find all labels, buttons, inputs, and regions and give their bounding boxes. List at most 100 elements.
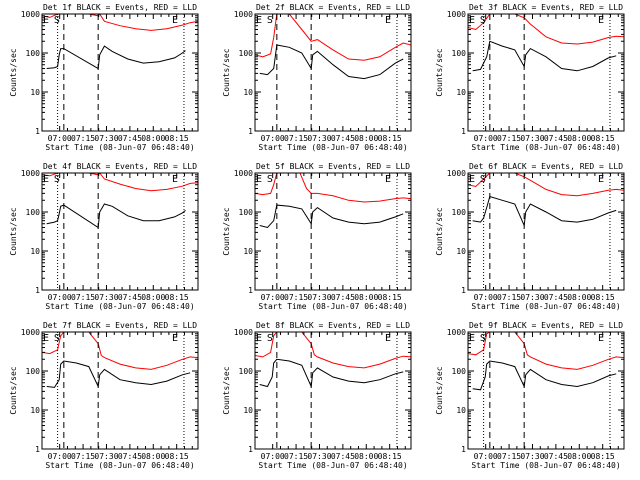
marker-label-end: E	[385, 333, 391, 344]
x-tick-label: 08:15	[591, 293, 615, 302]
panel-title: Det 2f BLACK = Events, RED = LLD	[256, 3, 410, 12]
y-tick-label: 10	[30, 406, 40, 415]
y-axis-title: Counts/sec	[222, 207, 231, 255]
panel-title: Det 4f BLACK = Events, RED = LLD	[43, 162, 197, 171]
x-tick-label: 07:30	[307, 293, 331, 302]
series-group	[42, 332, 198, 389]
panel-title: Det 6f BLACK = Events, RED = LLD	[469, 162, 623, 171]
x-axis-title: Start Time (08-Jun-07 06:48:40)	[471, 302, 620, 311]
series-line-lld	[42, 14, 198, 31]
marker-label-end: E	[172, 174, 178, 185]
y-tick-label: 1000	[234, 328, 253, 337]
x-axis-title: Start Time (08-Jun-07 06:48:40)	[45, 143, 194, 152]
x-tick-label: 07:00	[48, 134, 72, 143]
x-tick-label: 08:15	[378, 452, 402, 461]
x-tick-label: 07:00	[48, 452, 72, 461]
x-tick-label: 08:00	[141, 452, 165, 461]
marker-label-start: S	[480, 333, 486, 344]
series-line-events	[472, 195, 617, 228]
x-tick-label: 07:30	[94, 452, 118, 461]
y-axis-title: Counts/sec	[435, 366, 444, 414]
y-tick-label: 1000	[234, 10, 253, 19]
marker-label-start: S	[54, 174, 60, 185]
series-line-events	[472, 40, 617, 72]
y-tick-label: 100	[239, 208, 254, 217]
y-tick-label: 10	[243, 247, 253, 256]
marker-label-start: S	[54, 333, 60, 344]
x-tick-label: 08:15	[165, 293, 189, 302]
x-tick-label: 08:00	[567, 293, 591, 302]
x-tick-label: 07:45	[544, 293, 568, 302]
y-tick-label: 1000	[234, 169, 253, 178]
y-tick-label: 1	[35, 127, 40, 136]
x-tick-label: 08:00	[354, 293, 378, 302]
marker-label-start: S	[267, 174, 273, 185]
x-tick-label: 07:45	[118, 293, 142, 302]
y-tick-label: 1000	[21, 169, 40, 178]
y-tick-label: 10	[30, 88, 40, 97]
series-group	[255, 14, 411, 80]
y-axis-title: Counts/sec	[435, 48, 444, 96]
x-tick-label: 08:15	[591, 134, 615, 143]
series-line-events	[259, 44, 404, 80]
x-tick-label: 07:00	[261, 293, 285, 302]
x-tick-label: 08:15	[378, 293, 402, 302]
marker-label-left: E	[43, 174, 49, 185]
y-tick-label: 100	[26, 208, 41, 217]
marker-label-end: E	[172, 15, 178, 26]
x-tick-label: 07:15	[71, 134, 95, 143]
x-tick-label: 07:45	[331, 134, 355, 143]
y-axis-title: Counts/sec	[435, 207, 444, 255]
x-tick-label: 07:15	[71, 452, 95, 461]
x-axis-title: Start Time (08-Jun-07 06:48:40)	[45, 461, 194, 470]
y-axis-title: Counts/sec	[222, 48, 231, 96]
x-axis-title: Start Time (08-Jun-07 06:48:40)	[471, 461, 620, 470]
x-tick-label: 07:45	[331, 452, 355, 461]
y-tick-label: 10	[243, 406, 253, 415]
y-tick-label: 10	[456, 247, 466, 256]
y-tick-label: 10	[30, 247, 40, 256]
series-line-lld	[42, 173, 198, 192]
plot-frame	[254, 13, 412, 132]
series-line-events	[472, 360, 617, 391]
x-tick-label: 08:00	[354, 452, 378, 461]
x-tick-label: 08:00	[354, 134, 378, 143]
y-tick-label: 100	[26, 367, 41, 376]
plot-frame	[467, 331, 625, 450]
x-tick-label: 07:45	[544, 134, 568, 143]
series-line-lld	[42, 332, 198, 370]
x-tick-label: 07:15	[497, 452, 521, 461]
x-tick-label: 07:30	[307, 134, 331, 143]
x-axis-title: Start Time (08-Jun-07 06:48:40)	[258, 461, 407, 470]
series-line-lld	[468, 332, 624, 370]
panel-title: Det 8f BLACK = Events, RED = LLD	[256, 321, 410, 330]
x-tick-label: 07:30	[94, 134, 118, 143]
y-tick-label: 1	[461, 127, 466, 136]
x-tick-label: 08:15	[165, 452, 189, 461]
marker-label-start: S	[480, 15, 486, 26]
series-line-events	[46, 203, 186, 229]
x-tick-label: 07:00	[48, 293, 72, 302]
marker-label-left: E	[43, 15, 49, 26]
marker-label-left: E	[43, 333, 49, 344]
series-group	[468, 332, 624, 391]
series-group	[42, 173, 198, 229]
x-tick-label: 08:00	[141, 293, 165, 302]
series-group	[255, 173, 411, 229]
series-line-events	[46, 45, 186, 70]
plot-frame	[41, 172, 199, 291]
x-tick-label: 07:00	[474, 452, 498, 461]
y-tick-label: 1000	[447, 10, 466, 19]
y-tick-label: 1	[461, 445, 466, 454]
x-tick-label: 07:00	[474, 134, 498, 143]
x-tick-label: 07:15	[71, 293, 95, 302]
x-tick-label: 08:00	[567, 134, 591, 143]
series-line-events	[46, 360, 191, 389]
